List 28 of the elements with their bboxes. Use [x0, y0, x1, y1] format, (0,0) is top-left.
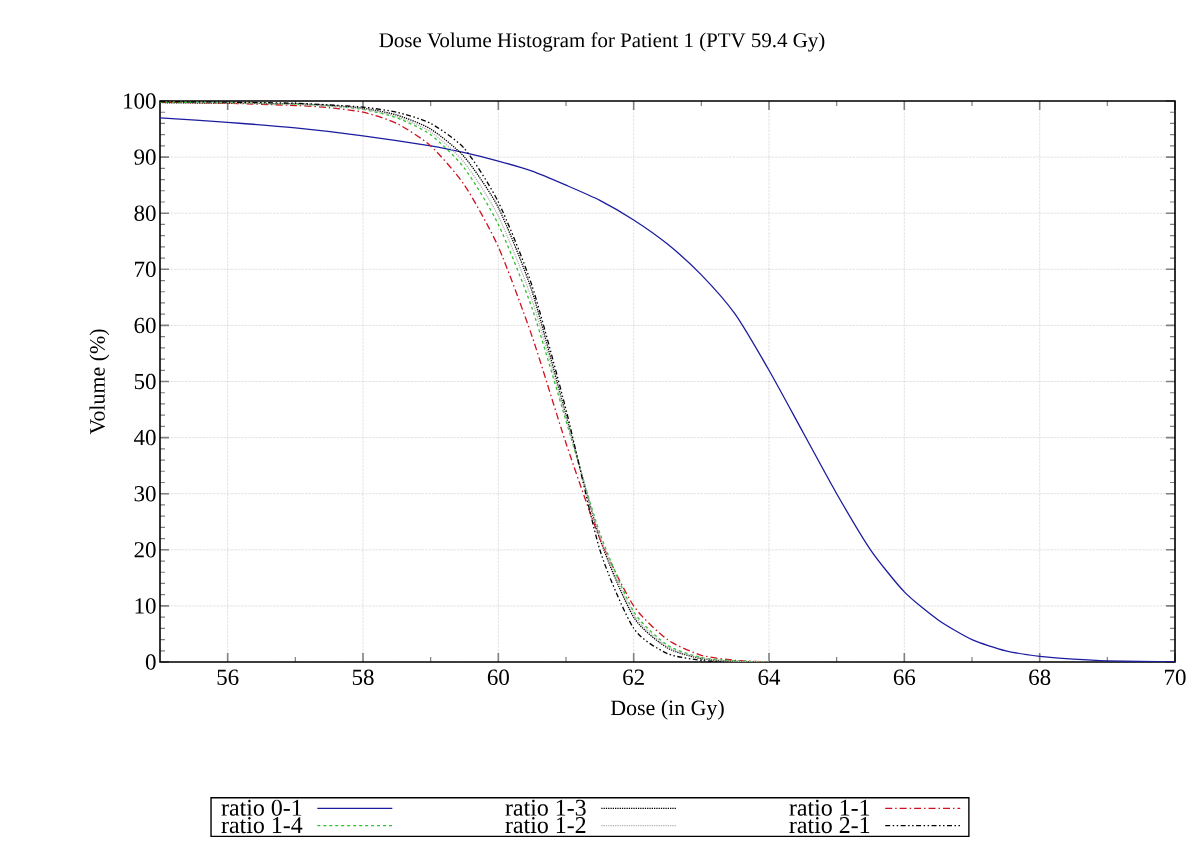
y-tick-label: 100	[124, 93, 156, 109]
legend-label: ratio 1-3	[505, 799, 586, 816]
y-tick-label: 90	[134, 149, 156, 165]
y-axis-title: Volume (%)	[89, 329, 110, 435]
chart-title: Dose Volume Histogram for Patient 1 (PTV 59.4 Gy)	[379, 32, 825, 52]
x-tick-label: 64	[758, 669, 781, 685]
x-tick-label: 56	[217, 669, 239, 685]
y-tick-label: 40	[134, 429, 156, 446]
y-tick-label: 10	[135, 598, 156, 614]
y-tick-label: 0	[145, 654, 156, 670]
legend-label: ratio 1-1	[789, 799, 870, 816]
legend-label: ratio 2-1	[789, 817, 870, 834]
y-tick-label: 50	[134, 373, 156, 390]
x-axis-title: Dose (in Gy)	[610, 699, 724, 720]
legend-label: ratio 0-1	[221, 799, 302, 816]
y-tick-label: 30	[134, 485, 156, 502]
y-tick-label: 60	[134, 317, 156, 334]
x-tick-label: 66	[893, 669, 916, 685]
x-tick-label: 58	[352, 669, 374, 685]
x-tick-label: 68	[1029, 669, 1051, 685]
x-tick-label: 70	[1165, 669, 1186, 685]
y-tick-label: 20	[134, 542, 156, 558]
legend-label: ratio 1-4	[221, 817, 303, 834]
legend-label: ratio 1-2	[505, 817, 586, 834]
y-tick-label: 80	[134, 205, 156, 221]
x-tick-label: 60	[487, 669, 509, 685]
y-tick-label: 70	[135, 261, 156, 278]
x-tick-label: 62	[623, 669, 644, 685]
